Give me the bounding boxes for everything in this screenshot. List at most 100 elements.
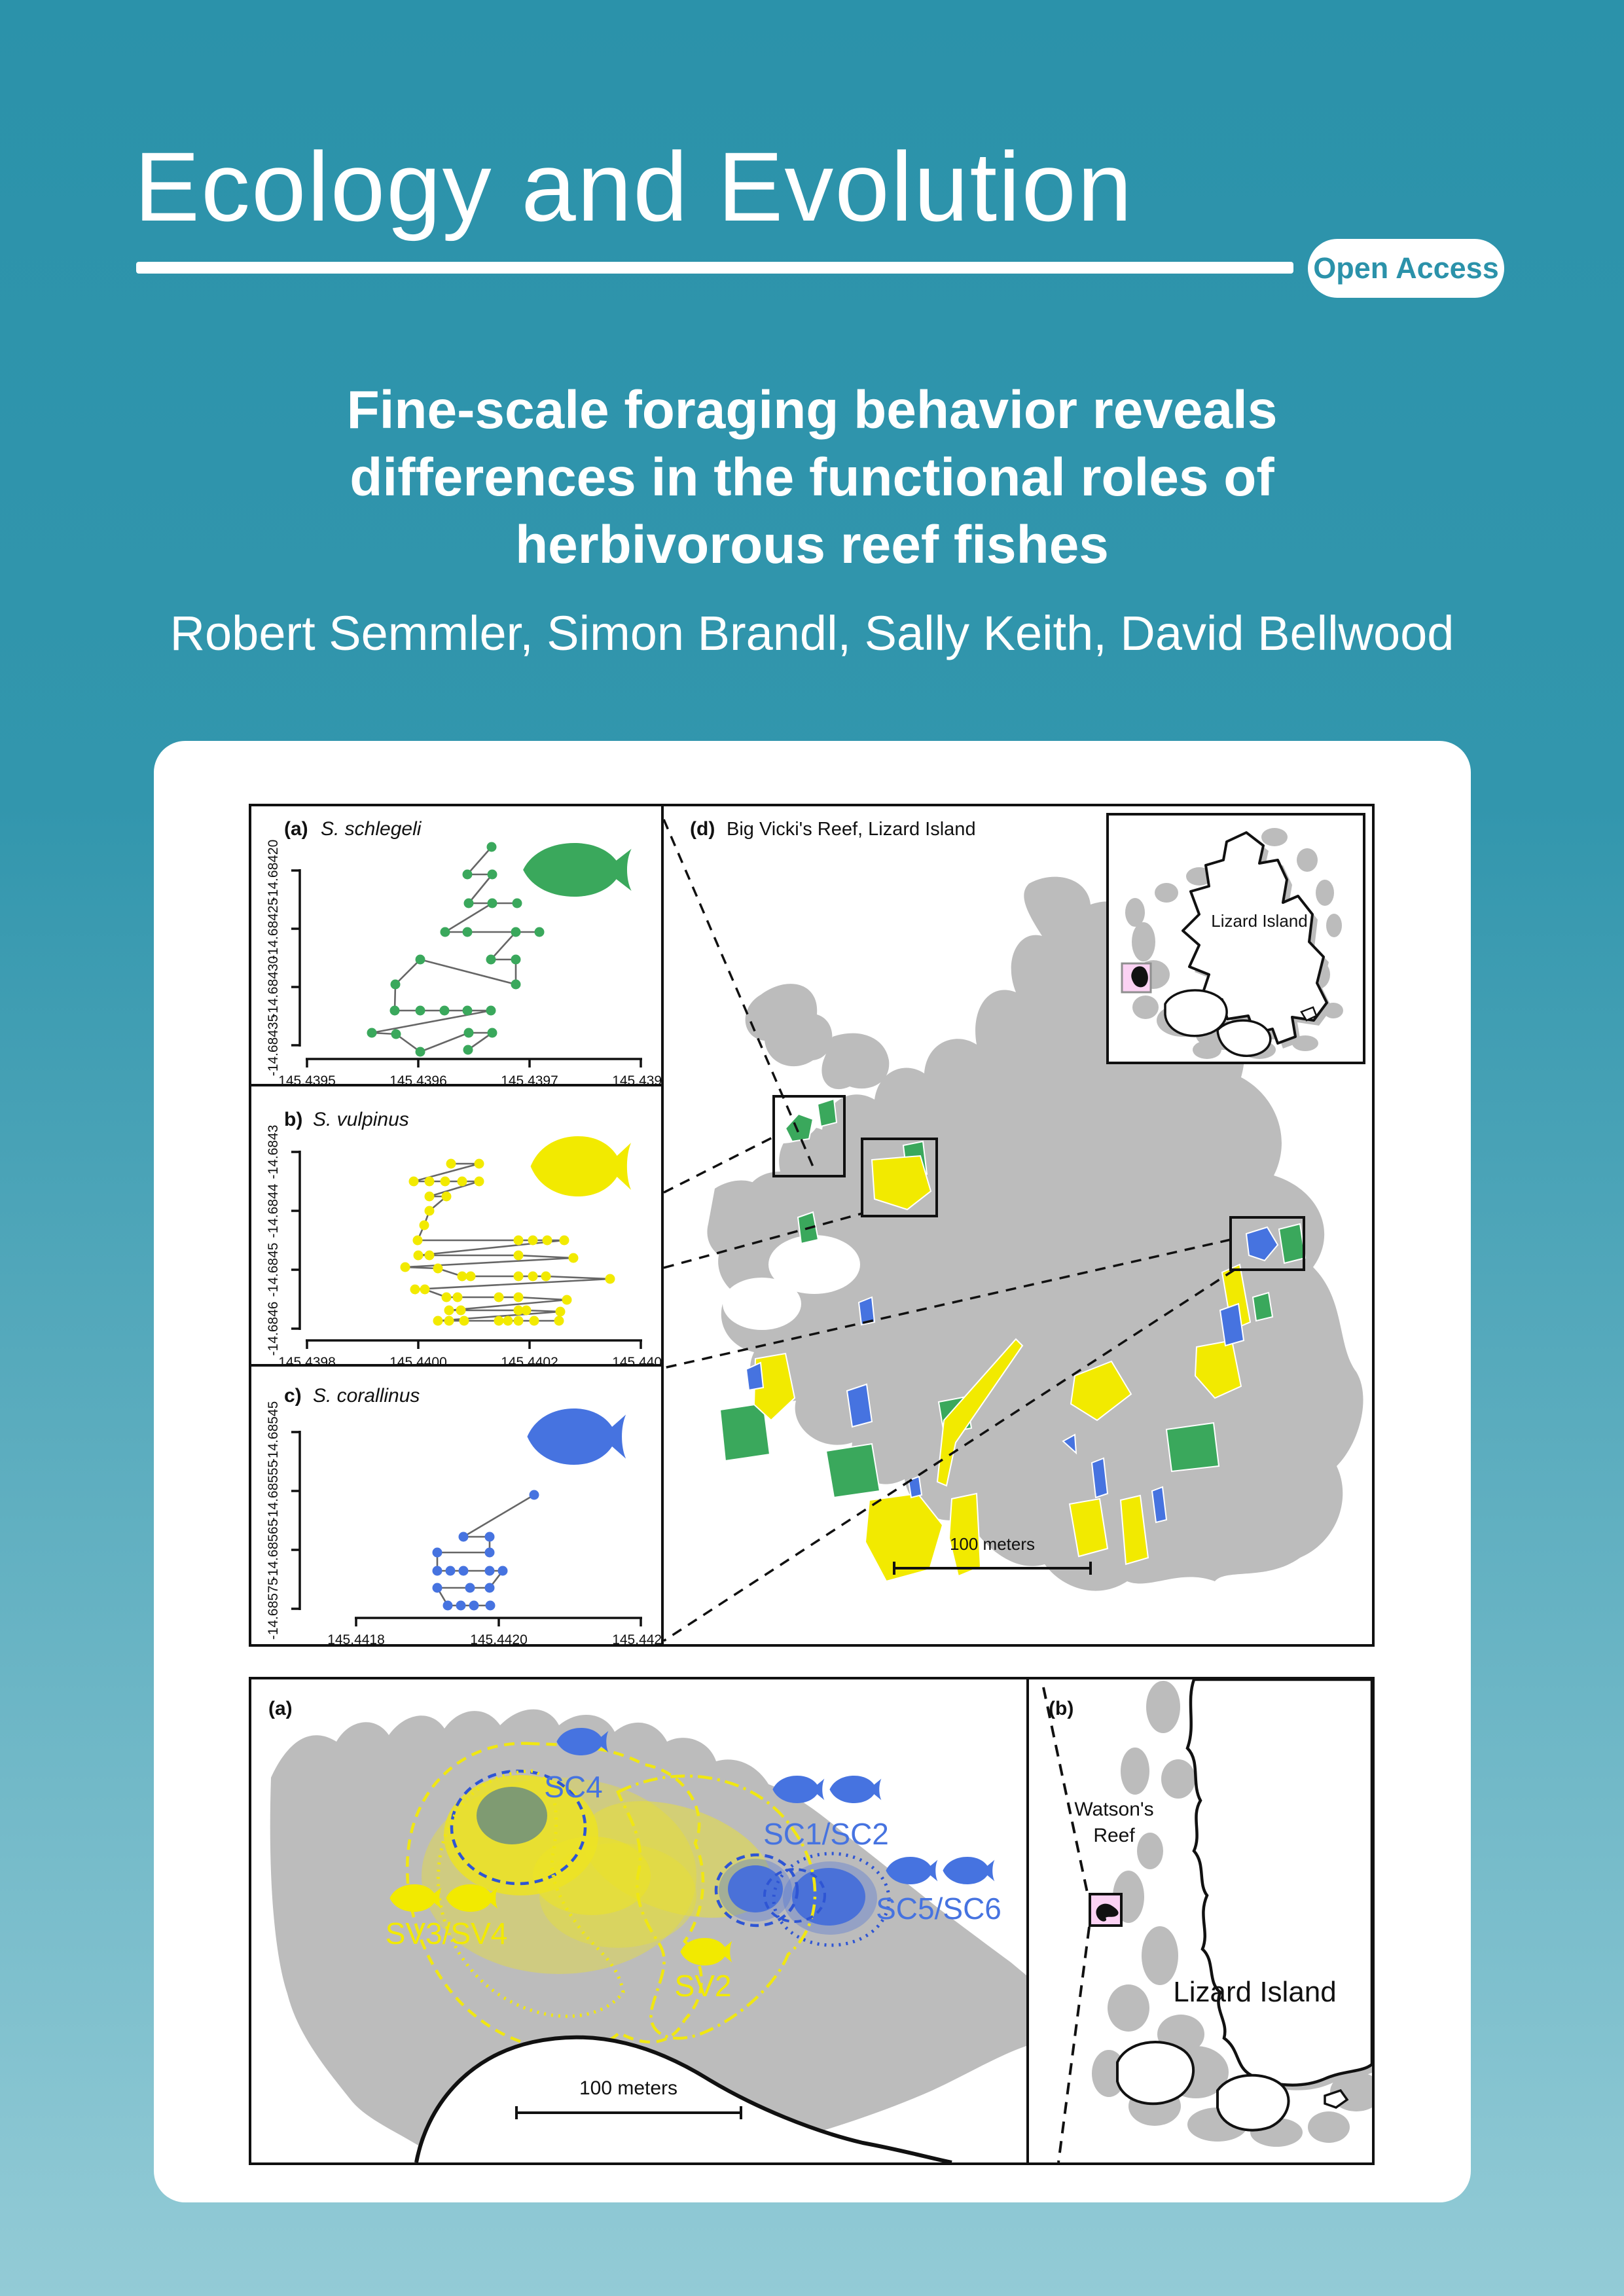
svg-text:-14.6843: -14.6843 [266,1125,281,1179]
svg-text:-14.6844: -14.6844 [266,1183,281,1238]
svg-text:-14.68555: -14.68555 [266,1460,281,1522]
reef-arm-northwest [745,984,833,1067]
coastline [414,2035,952,2162]
island-lagoon-2 [1216,2073,1290,2132]
article-title-line2: differences in the functional roles of [350,448,1274,507]
scale-label-bottom: 100 meters [579,2077,677,2099]
zoom-box-c [1229,1216,1305,1271]
svg-text:145.4422: 145.4422 [612,1632,661,1644]
watsons-reef-shape [1096,1903,1119,1922]
article-title-line3: herbivorous reef fishes [515,515,1109,575]
watsons-reef-label-1: Watson's [1074,1799,1153,1820]
fish-icon-SC1/SC2 [829,1776,882,1803]
svg-text:-14.68545: -14.68545 [266,1401,281,1463]
fish-icon-c [527,1408,626,1465]
kernel-core-olive [477,1787,547,1844]
svg-text:145.4402: 145.4402 [501,1355,558,1364]
panel-d-title: Big Vicki's Reef, Lizard Island [727,819,976,840]
article-authors: Robert Semmler, Simon Brandl, Sally Keit… [170,606,1454,660]
panel-a-s-schlegeli: 145.4395 145.4396 145.4397 145.4398 -14.6842… [251,806,661,1086]
reef-arm-west [821,1033,890,1090]
svg-text:145.4397: 145.4397 [501,1073,558,1084]
svg-text:S. vulpinus: S. vulpinus [313,1109,409,1130]
connector-dashed-lines-b [1042,1687,1091,2162]
svg-text:145.4396: 145.4396 [389,1073,447,1084]
article-title: Fine-scale foraging behavior reveals dif… [0,376,1624,579]
article-title-line1: Fine-scale foraging behavior reveals [346,380,1278,440]
figure-kernel-density: SC4 SC1/SC2 SC5/SC6 SV3/SV4 SV2 100 meters (… [249,1677,1375,2165]
zoom-box-b [861,1138,938,1217]
fish-icon-SV3/SV4 [389,1884,442,1912]
svg-text:145.4400: 145.4400 [389,1355,447,1364]
fish-icon-a [523,843,632,897]
svg-text:145.4404: 145.4404 [612,1355,661,1364]
inset-lagoon-1 [1164,989,1228,1037]
svg-text:-14.68425: -14.68425 [266,898,281,960]
island-label: Lizard Island [1173,1976,1336,2008]
svg-text:145.4395: 145.4395 [278,1073,336,1084]
panel-d-label: (d) [690,818,715,840]
kernel-density-blue [719,1859,877,1935]
fish-icon-SC1/SC2 [772,1776,825,1803]
fish-icon-SC4 [556,1728,609,1755]
lagoon-gap [687,1121,759,1173]
island [1185,1679,1372,2087]
svg-text:145.4418: 145.4418 [327,1632,385,1644]
inset-islet [1300,1006,1318,1022]
panel-b-bottom-label: (b) [1049,1698,1074,1719]
svg-text:-14.68565: -14.68565 [266,1519,281,1581]
svg-text:-14.68575: -14.68575 [266,1578,281,1640]
fish-icon-b [530,1136,632,1196]
svg-text:SC1/SC2: SC1/SC2 [763,1817,889,1851]
lizard-island-inset: Lizard Island [1106,813,1365,1064]
svg-text:-14.6845: -14.6845 [266,1243,281,1297]
fish-icon-SC5/SC6 [886,1857,938,1884]
fish-icon-SV2 [680,1938,732,1965]
svg-text:S. schlegeli: S. schlegeli [321,818,422,840]
svg-text:SC4: SC4 [544,1770,602,1804]
islet [1324,2089,1349,2109]
open-access-label: Open Access [1313,251,1499,285]
island-lagoon-1 [1116,2041,1195,2106]
scatter-panel-column: 145.4395 145.4396 145.4397 145.4398 -14.6842… [251,806,664,1644]
inset-study-site-reef [1131,966,1148,988]
svg-text:SV2: SV2 [675,1969,732,2003]
inset-island [1182,831,1328,1045]
panel-b-s-vulpinus: 145.4398 145.4400 145.4402 145.4404 -14.6843… [251,1086,661,1367]
panel-b-island-map: Watson's Reef Lizard Island (b) [1029,1679,1372,2162]
inset-lagoon-2 [1216,1019,1272,1057]
svg-text:SV3/SV4: SV3/SV4 [386,1916,508,1950]
svg-text:-14.68420: -14.68420 [266,840,281,902]
fish-icon-SV3/SV4 [446,1884,498,1912]
svg-text:145.4398: 145.4398 [278,1355,336,1364]
svg-text:SC5/SC6: SC5/SC6 [876,1892,1001,1926]
svg-text:-14.68435: -14.68435 [266,1014,281,1077]
lagoon-gap [723,1278,801,1330]
panel-a-bottom-label: (a) [268,1698,293,1719]
inset-island-label: Lizard Island [1211,911,1307,931]
scale-bar-bottom: 100 meters [515,2077,742,2119]
svg-text:S. corallinus: S. corallinus [313,1385,420,1407]
svg-text:-14.6846: -14.6846 [266,1302,281,1356]
scale-label-d: 100 meters [950,1534,1035,1554]
figure-card: 145.4395 145.4396 145.4397 145.4398 -14.6842… [154,741,1471,2202]
journal-title: Ecology and Evolution [134,132,1134,242]
svg-text:-14.68430: -14.68430 [266,956,281,1018]
svg-text:c): c) [284,1385,302,1407]
home-range-polygons [719,1098,1307,1583]
svg-text:b): b) [284,1109,302,1130]
header-rule [136,262,1293,274]
reef-arm-southwest [707,1180,782,1261]
fish-icon-SC5/SC6 [943,1857,995,1884]
zoom-box-a [772,1095,846,1177]
home-range-contours [405,1742,891,2052]
open-access-badge[interactable]: Open Access [1308,239,1504,298]
svg-text:145.4420: 145.4420 [470,1632,528,1644]
figure-foraging-paths: 145.4395 145.4396 145.4397 145.4398 -14.6842… [249,804,1375,1647]
scale-bar-d: 100 meters [893,1534,1092,1575]
panel-d-reef-map: 100 meters [664,806,1372,1644]
lagoon-gap [768,1235,860,1294]
connector-dashed-lines [664,819,1235,1642]
panel-a-kernel-map: SC4 SC1/SC2 SC5/SC6 SV3/SV4 SV2 100 meters (… [251,1679,1029,2162]
svg-text:145.4398: 145.4398 [612,1073,661,1084]
